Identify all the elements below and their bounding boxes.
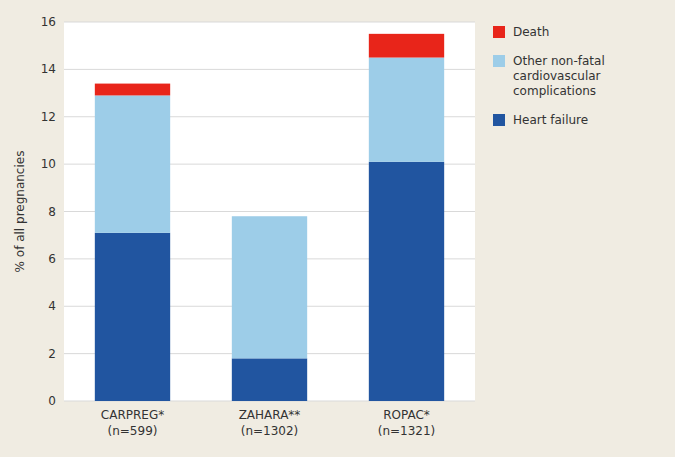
bar <box>95 95 170 232</box>
tick-label: 2 <box>48 347 56 361</box>
series <box>95 58 444 359</box>
legend-swatch <box>493 114 505 126</box>
y-axis: 0 2 4 6 8 10 12 14 16 <box>41 15 56 408</box>
tick-label: CARPREG*(n=599) <box>101 408 164 438</box>
chart: 0 2 4 6 8 10 12 14 16 % of all pregnancies CARPREG… <box>0 0 675 457</box>
axis-label: % of all pregnancies <box>13 151 27 273</box>
legend: Death Other non-fatalcardiovascularcompli… <box>493 25 605 127</box>
grid-line <box>64 22 475 23</box>
background <box>0 0 675 457</box>
bar <box>369 34 444 58</box>
bar <box>95 84 170 96</box>
tick-label: 12 <box>41 110 56 124</box>
tick-label: 16 <box>41 15 56 29</box>
tick-label: 8 <box>48 205 56 219</box>
x-axis: CARPREG*(n=599) ZAHARA**(n=1302) ROPAC*(n=… <box>101 408 435 438</box>
bar <box>369 58 444 162</box>
legend-swatch <box>493 26 505 38</box>
bar <box>232 358 307 401</box>
bars <box>95 34 444 401</box>
tick-label: ROPAC*(n=1321) <box>378 408 436 438</box>
tick-label: 4 <box>48 299 56 313</box>
bar <box>95 233 170 401</box>
series <box>95 34 444 96</box>
tick-label: 6 <box>48 252 56 266</box>
chart-container: 0 2 4 6 8 10 12 14 16 % of all pregnancies CARPREG… <box>0 0 675 457</box>
bar <box>232 216 307 358</box>
bar <box>232 216 307 217</box>
tick-label: 10 <box>41 157 56 171</box>
grid <box>64 22 475 401</box>
legend-label: Other non-fatalcardiovascularcomplicatio… <box>513 54 605 98</box>
plot-background <box>64 22 475 401</box>
bar <box>369 162 444 401</box>
tick-label: 0 <box>48 394 56 408</box>
tick-label: 14 <box>41 62 56 76</box>
tick-label: ZAHARA**(n=1302) <box>239 408 301 438</box>
legend-label: Death <box>513 25 549 39</box>
legend-swatch <box>493 55 505 67</box>
legend-label: Heart failure <box>513 113 588 127</box>
